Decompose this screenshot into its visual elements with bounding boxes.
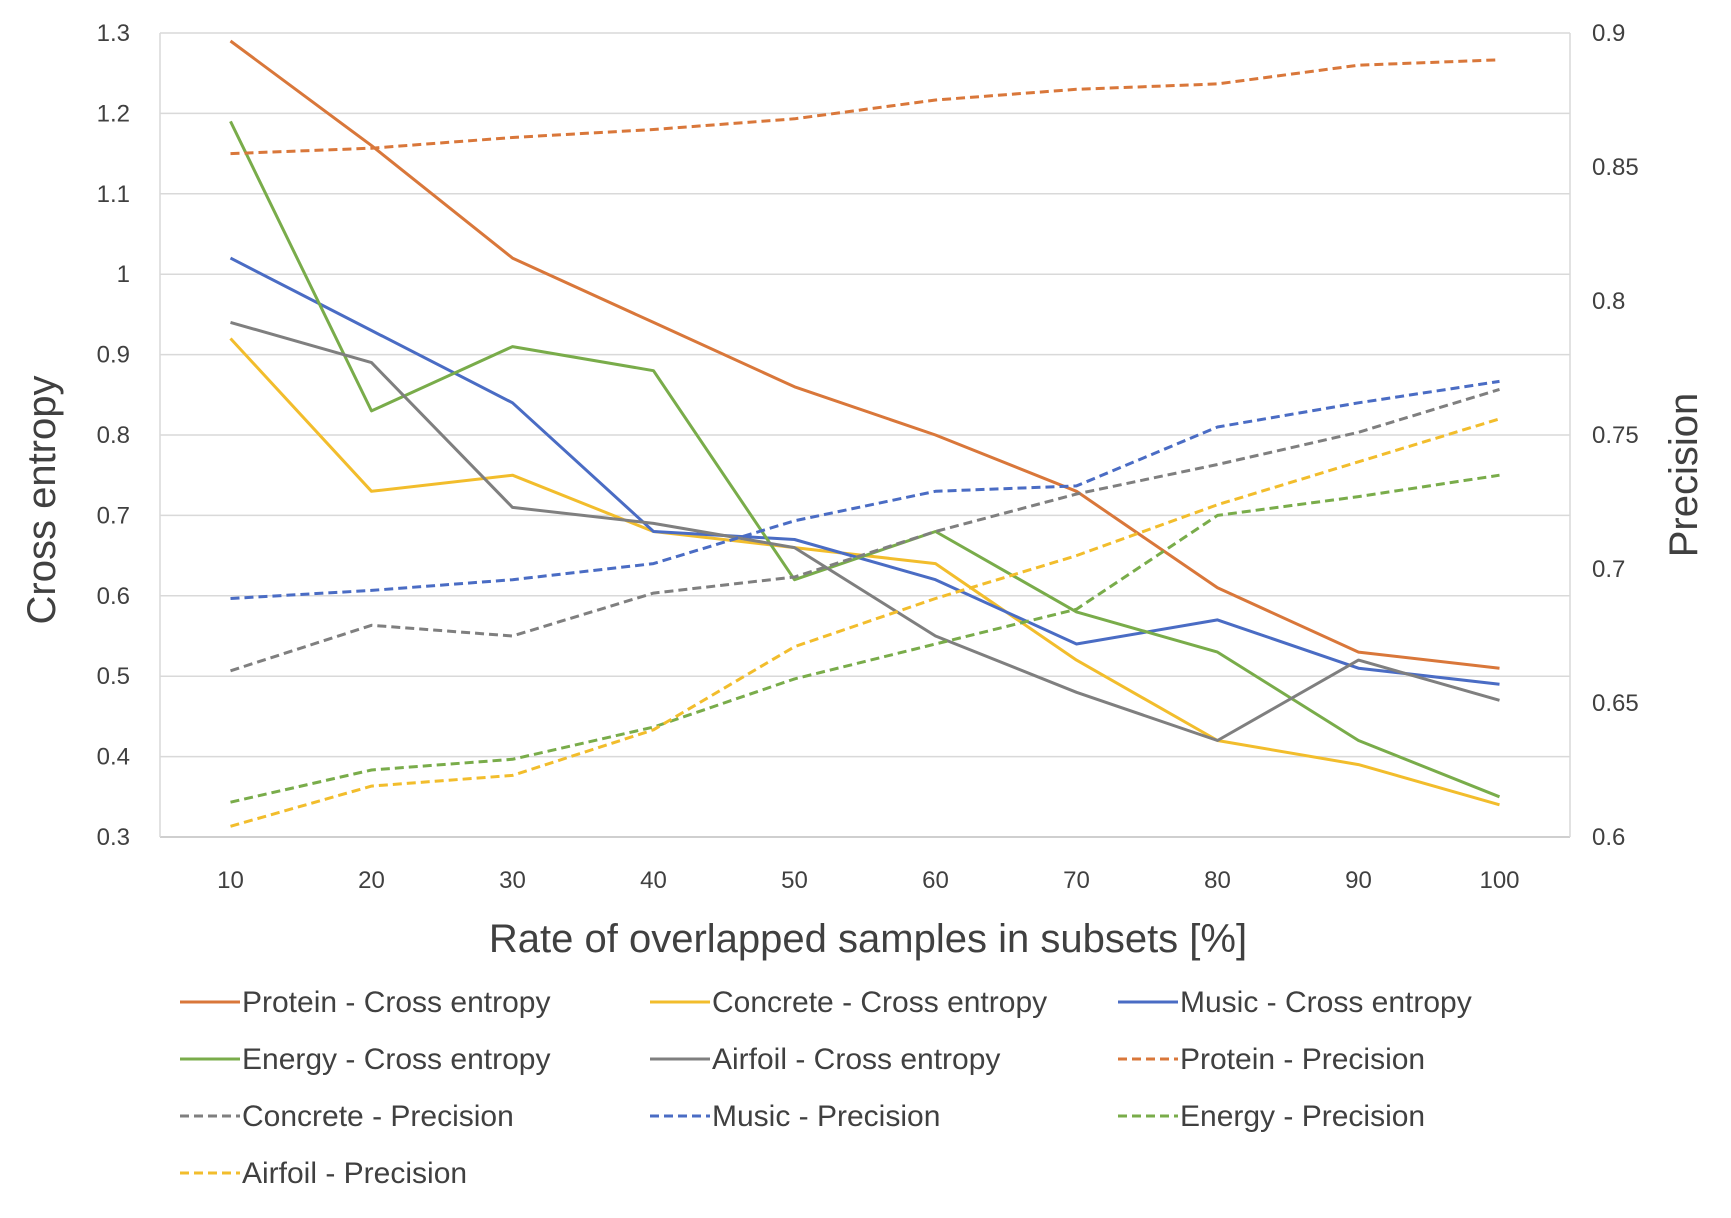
x-tick-label: 20 [358, 867, 385, 894]
y2-tick-label: 0.6 [1592, 824, 1625, 851]
x-tick-label: 40 [640, 867, 667, 894]
y-tick-label: 0.6 [97, 583, 130, 610]
legend-item-concrete-cross-entropy: Concrete - Cross entropy [650, 986, 1047, 1019]
y2-tick-label: 0.85 [1592, 154, 1639, 181]
legend-label: Music - Cross entropy [1180, 986, 1472, 1019]
legend-item-protein-precision: Protein - Precision [1118, 1043, 1425, 1076]
legend-label: Music - Precision [712, 1100, 940, 1133]
y2-tick-label: 0.65 [1592, 690, 1639, 717]
x-tick-label: 100 [1479, 867, 1519, 894]
x-tick-label: 60 [922, 867, 949, 894]
y-tick-label: 1.3 [97, 20, 130, 47]
x-axis-ticks: 10 20 30 40 50 60 70 80 90 100 [217, 867, 1519, 894]
y-tick-label: 1 [117, 261, 130, 288]
x-tick-label: 30 [499, 867, 526, 894]
y-tick-label: 0.8 [97, 422, 130, 449]
y2-tick-label: 0.8 [1592, 288, 1625, 315]
y-tick-label: 1.1 [97, 181, 130, 208]
y-tick-label: 0.5 [97, 663, 130, 690]
series-line-protein-cross-entropy [229, 39, 1500, 670]
legend-label: Protein - Cross entropy [242, 986, 550, 1019]
x-axis-title: Rate of overlapped samples in subsets [%… [489, 917, 1247, 961]
x-tick-label: 70 [1063, 867, 1090, 894]
series-line-energy-precision [230, 473, 1500, 804]
y2-axis-title: Precision [1662, 393, 1706, 558]
legend-item-airfoil-cross-entropy: Airfoil - Cross entropy [650, 1043, 1000, 1076]
y-tick-label: 0.7 [97, 502, 130, 529]
series-line-airfoil-precision [230, 417, 1500, 828]
gridlines [159, 32, 1571, 838]
x-tick-label: 50 [781, 867, 808, 894]
series-line-concrete-cross-entropy [229, 337, 1500, 807]
legend-label: Energy - Precision [1180, 1100, 1425, 1133]
legend-item-airfoil-precision: Airfoil - Precision [180, 1157, 467, 1190]
x-tick-label: 80 [1204, 867, 1231, 894]
legend-label: Concrete - Precision [242, 1100, 514, 1133]
series-line-music-precision [230, 379, 1500, 600]
y-tick-label: 0.3 [97, 824, 130, 851]
legend-label: Protein - Precision [1180, 1043, 1425, 1076]
y2-tick-label: 0.7 [1592, 556, 1625, 583]
y-tick-label: 0.9 [97, 342, 130, 369]
legend-label: Concrete - Cross entropy [712, 986, 1047, 1019]
legend-item-music-cross-entropy: Music - Cross entropy [1118, 986, 1472, 1019]
right-axis-ticks: 0.6 0.65 0.7 0.75 0.8 0.85 0.9 [1592, 20, 1639, 851]
legend-item-protein-cross-entropy: Protein - Cross entropy [180, 986, 550, 1019]
legend-item-concrete-precision: Concrete - Precision [180, 1100, 514, 1133]
series-lines [229, 39, 1501, 828]
y-tick-label: 1.2 [97, 100, 130, 127]
y2-tick-label: 0.75 [1592, 422, 1639, 449]
series-line-airfoil-cross-entropy [230, 320, 1500, 742]
legend-label: Airfoil - Cross entropy [712, 1043, 1000, 1076]
x-tick-label: 10 [217, 867, 244, 894]
left-axis-ticks: 0.3 0.4 0.5 0.6 0.7 0.8 0.9 1 1.1 1.2 1.3 [97, 20, 130, 851]
y-tick-label: 0.4 [97, 744, 130, 771]
legend-item-energy-precision: Energy - Precision [1118, 1100, 1425, 1133]
x-tick-label: 90 [1345, 867, 1372, 894]
y-axis-title: Cross entropy [20, 376, 64, 625]
legend-item-music-precision: Music - Precision [650, 1100, 940, 1133]
legend-label: Energy - Cross entropy [242, 1043, 550, 1076]
y2-tick-label: 0.9 [1592, 20, 1625, 47]
series-line-energy-cross-entropy [229, 120, 1501, 799]
series-line-music-cross-entropy [229, 256, 1500, 686]
legend-item-energy-cross-entropy: Energy - Cross entropy [180, 1043, 550, 1076]
legend-label: Airfoil - Precision [242, 1157, 467, 1190]
series-line-protein-precision [230, 58, 1500, 156]
series-line-concrete-precision [230, 387, 1500, 673]
legend: Protein - Cross entropy Concrete - Cross … [180, 986, 1472, 1190]
